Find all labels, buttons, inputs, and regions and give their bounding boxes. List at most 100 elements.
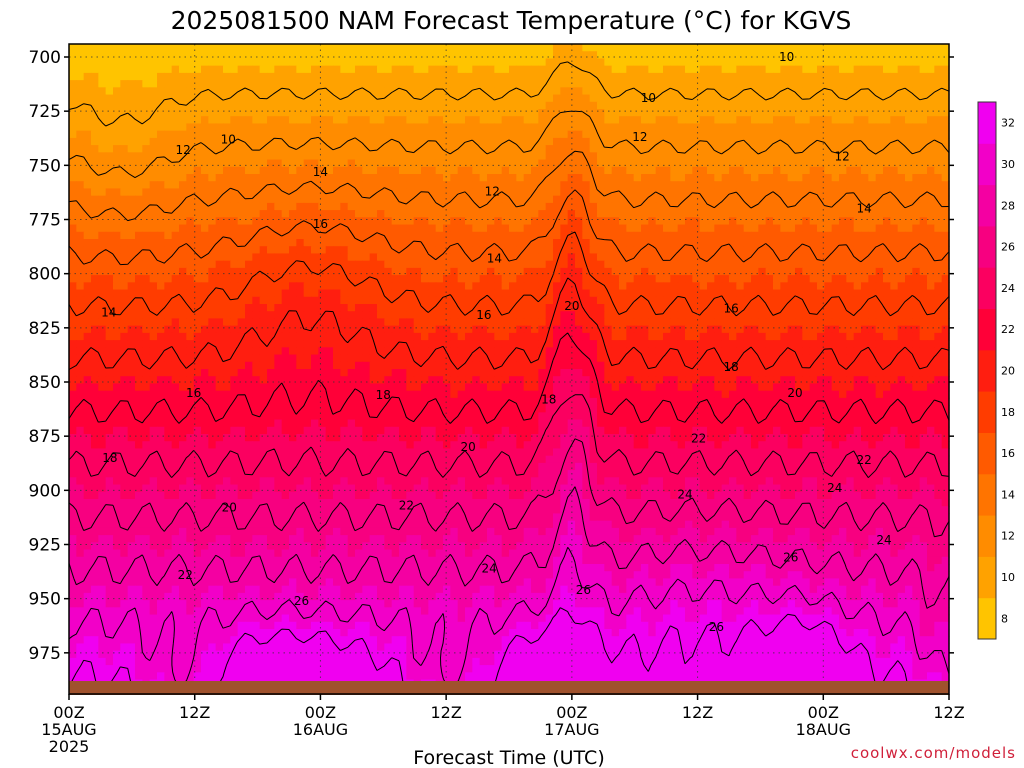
y-tick-label: 775 [29,211,61,231]
y-tick-label: 725 [29,102,61,122]
contour-label-24: 24 [481,561,496,575]
contour-18 [68,231,950,317]
colorbar-label: 24 [1001,282,1015,295]
contour-26 [68,438,950,538]
x-tick-label: 16AUG [293,720,348,739]
colorbar-label: 26 [1001,241,1015,254]
contour-label-10: 10 [221,132,236,146]
contour-label-18: 18 [102,451,117,465]
contour-label-26: 26 [709,620,724,634]
x-tick-label: 15AUG [41,720,96,739]
x-tick-label: 00Z [808,703,839,722]
contour-label-12: 12 [632,130,647,144]
contour-labels: 10 10 10 12 12 12 12 14 14 14 14 16 16 16 16 18 18 18 18 20… [101,50,892,634]
colorbar-swatch [978,143,996,186]
contour-label-16: 16 [476,308,491,322]
colorbar-frame [977,101,997,640]
x-tick-label: 12Z [430,703,461,722]
contour-label-18: 18 [723,360,738,374]
colorbar-swatch [978,102,996,144]
temperature-fill [69,44,950,695]
ground-fill [69,681,949,695]
colorbar-swatch [978,473,996,516]
y-tick-label: 875 [29,427,61,447]
contour-label-14: 14 [313,165,328,179]
x-tick-label: 12Z [179,703,210,722]
colorbar-swatch [978,308,996,351]
colorbar-label: 14 [1001,488,1015,501]
contour-label-10: 10 [641,91,656,105]
x-axis-title: Forecast Time (UTC) [413,747,604,768]
x-tick-label: 12Z [682,703,713,722]
contour-label-12: 12 [176,143,191,157]
colorbar-swatch [978,597,996,640]
contour-label-14: 14 [857,202,872,216]
contour-label-16: 16 [723,301,738,315]
x-tick-label: 2025 [49,737,90,756]
contour-30 [68,547,950,690]
y-tick-label: 975 [29,644,61,664]
contour-label-12: 12 [835,150,850,164]
contour-lines [68,61,950,695]
contour-label-12: 12 [485,184,500,198]
contour-label-10: 10 [779,50,794,64]
contour-20 [68,277,950,371]
chart-title: 2025081500 NAM Forecast Temperature (°C)… [171,6,852,35]
colorbar-label: 16 [1001,447,1015,460]
colorbar-label: 30 [1001,158,1015,171]
colorbar-label: 28 [1001,199,1015,212]
contour-label-24: 24 [677,488,692,502]
colorbar: 8 10 12 14 16 18 20 22 24 26 28 30 32 [977,101,1015,640]
contour-10 [68,61,950,127]
contour-label-20: 20 [564,299,579,313]
x-tick-label: 00Z [305,703,336,722]
colorbar-swatch [978,267,996,309]
y-tick-label: 800 [29,265,61,285]
colorbar-swatch [978,349,996,392]
contour-label-20: 20 [461,440,476,454]
contour-label-22: 22 [857,453,872,467]
y-axis: 700 725 750 775 800 825 850 875 900 925 950 975 [29,48,954,664]
x-tick-label: 17AUG [544,720,599,739]
grid-lines [69,44,949,694]
y-tick-label: 700 [29,48,61,68]
colorbar-label: 22 [1001,323,1015,336]
colorbar-label: 20 [1001,365,1015,378]
contour-label-26: 26 [783,551,798,565]
contour-label-22: 22 [178,568,193,582]
colorbar-swatch [978,515,996,557]
contour-label-26: 26 [576,583,591,597]
contour-24 [68,394,950,478]
contour-label-14: 14 [101,306,116,320]
x-tick-label: 00Z [556,703,587,722]
plot-frame [68,43,950,695]
contour-label-24: 24 [827,481,842,495]
contour-label-18: 18 [541,392,556,406]
y-tick-label: 850 [29,373,61,393]
colorbar-swatch [978,391,996,433]
contour-label-16: 16 [313,217,328,231]
colorbar-label: 32 [1001,117,1015,130]
contour-label-22: 22 [691,431,706,445]
y-tick-label: 925 [29,536,61,556]
colorbar-swatch [978,556,996,599]
colorbar-swatch [978,184,996,227]
credit-text: coolwx.com/models [851,744,1016,762]
x-tick-label: 18AUG [796,720,851,739]
contour-label-22: 22 [399,499,414,513]
y-tick-label: 825 [29,319,61,339]
contour-label-20: 20 [787,386,802,400]
contour-label-16: 16 [186,386,201,400]
y-tick-label: 900 [29,481,61,501]
colorbar-label: 18 [1001,406,1015,419]
contour-12 [68,110,950,179]
contour-label-14: 14 [487,252,502,266]
x-tick-label: 12Z [933,703,964,722]
y-tick-label: 950 [29,590,61,610]
colorbar-swatch [978,432,996,475]
contour-label-26: 26 [294,594,309,608]
contour-28 [68,486,950,609]
colorbar-label: 8 [1001,612,1008,625]
